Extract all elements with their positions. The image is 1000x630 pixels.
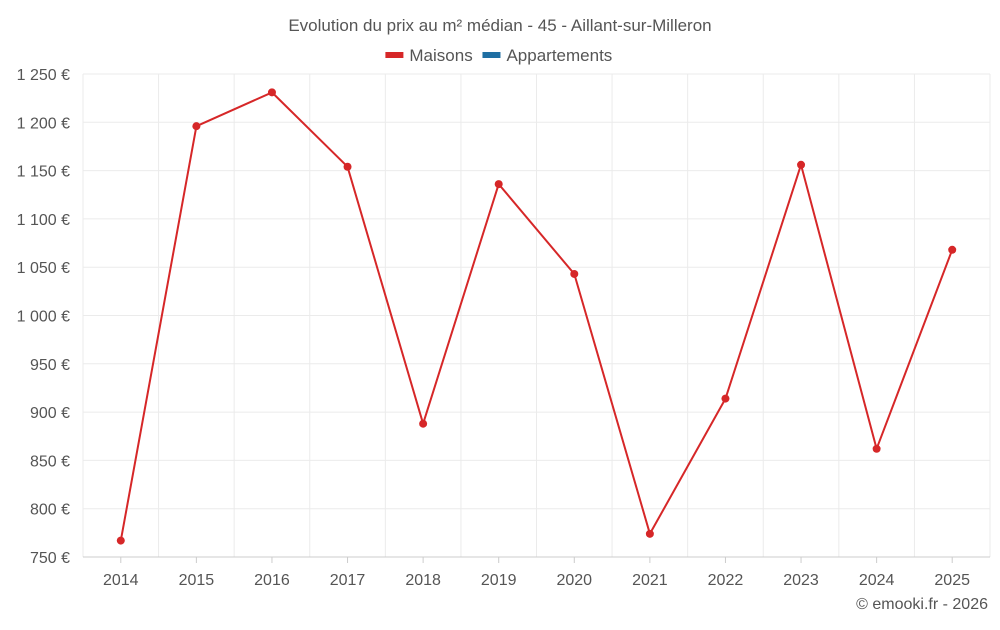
- data-point: [570, 269, 579, 278]
- data-point: [948, 245, 957, 254]
- x-tick-label: 2015: [179, 572, 215, 589]
- legend-item-appartements: Appartements: [482, 46, 612, 65]
- x-tick-label: 2022: [708, 572, 744, 589]
- x-tick-label: 2016: [254, 572, 290, 589]
- y-tick-label: 850 €: [30, 453, 70, 470]
- y-tick-label: 1 050 €: [17, 260, 70, 277]
- x-axis: 2014 2015 2016 2017 2018 2019 2020 2021 2022 2023…: [83, 556, 990, 589]
- grid: [82, 73, 991, 558]
- y-tick-label: 950 €: [30, 357, 70, 374]
- x-tick-label: 2017: [330, 572, 366, 589]
- y-tick-label: 1 100 €: [17, 212, 70, 229]
- y-tick-label: 1 000 €: [17, 309, 70, 326]
- y-axis: 750 € 800 € 850 € 900 € 950 € 1 000 € 1 050 € 1…: [17, 67, 70, 567]
- data-point: [192, 122, 201, 131]
- legend-label: Maisons: [409, 46, 472, 65]
- x-tick-label: 2018: [405, 572, 441, 589]
- legend-label: Appartements: [506, 46, 612, 65]
- x-tick-label: 2024: [859, 572, 895, 589]
- x-tick-label: 2019: [481, 572, 517, 589]
- legend-swatch: [482, 52, 501, 58]
- y-tick-label: 800 €: [30, 502, 70, 519]
- legend: Maisons Appartements: [385, 46, 612, 65]
- x-tick-label: 2023: [783, 572, 819, 589]
- data-point: [267, 88, 276, 97]
- x-tick-label: 2014: [103, 572, 139, 589]
- y-tick-label: 750 €: [30, 550, 70, 567]
- y-tick-label: 1 250 €: [17, 67, 70, 84]
- data-point: [872, 444, 881, 453]
- data-point: [721, 394, 730, 403]
- legend-item-maisons: Maisons: [385, 46, 473, 65]
- y-tick-label: 1 200 €: [17, 115, 70, 132]
- series-line-maisons: [119, 91, 954, 541]
- data-point: [494, 180, 503, 189]
- data-point: [797, 160, 806, 169]
- series-layer: [116, 88, 957, 545]
- x-tick-label: 2020: [556, 572, 592, 589]
- data-point: [116, 536, 125, 545]
- legend-swatch: [385, 52, 404, 58]
- credit-text: © emooki.fr - 2026: [856, 596, 988, 613]
- x-tick-label: 2021: [632, 572, 668, 589]
- chart-title: Evolution du prix au m² médian - 45 - Ai…: [288, 16, 711, 35]
- data-point: [419, 419, 428, 428]
- data-point: [645, 529, 654, 538]
- y-tick-label: 1 150 €: [17, 164, 70, 181]
- y-tick-label: 900 €: [30, 405, 70, 422]
- data-point: [343, 162, 352, 171]
- x-tick-label: 2025: [934, 572, 970, 589]
